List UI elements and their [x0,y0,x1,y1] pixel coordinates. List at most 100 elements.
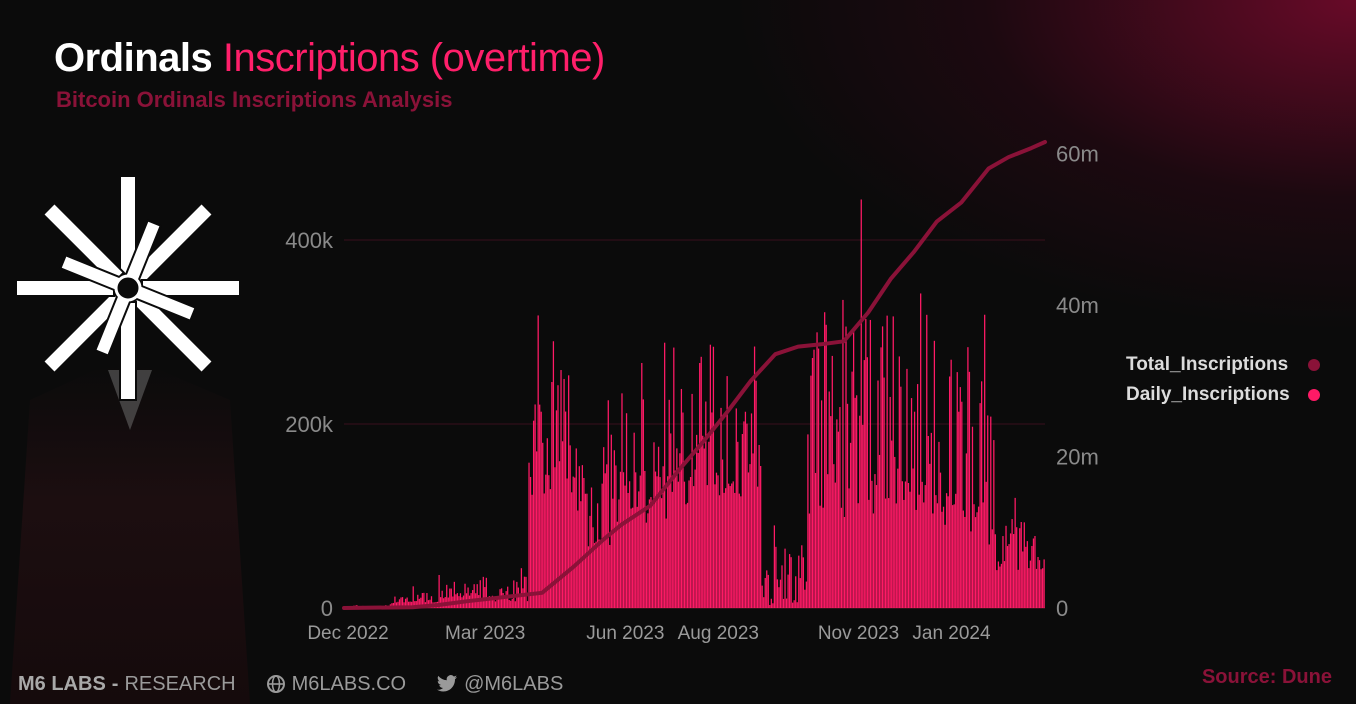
daily-bar [830,416,832,608]
daily-bar [1017,569,1019,608]
daily-bar [1003,561,1006,608]
daily-bar [563,378,565,608]
daily-bar [709,344,712,608]
daily-bar [863,360,865,608]
daily-bar [529,476,532,608]
daily-bar [750,413,753,608]
daily-bar [962,510,964,608]
daily-bar [723,492,725,608]
daily-bar [671,491,673,608]
daily-bar [532,420,535,608]
daily-bar [476,584,478,608]
daily-bar [493,598,495,608]
daily-bar [406,597,408,608]
daily-bar [400,597,402,608]
daily-bar [481,601,483,608]
daily-bar [848,488,850,608]
daily-bar [703,448,705,608]
daily-bar [865,319,867,608]
daily-bar [615,465,617,608]
daily-bar [740,496,742,608]
daily-bar [1014,497,1016,608]
daily-bar [600,542,602,608]
daily-bar [645,522,647,608]
daily-bar [487,599,489,608]
daily-bar [907,482,910,608]
daily-bar [898,356,900,608]
daily-bar [849,442,852,608]
daily-bar [624,485,626,608]
x-tick-label: Jun 2023 [586,623,664,644]
daily-bar [702,435,704,608]
daily-bar [412,586,414,608]
daily-bar [1016,527,1018,608]
daily-bar [397,601,399,608]
daily-bar [770,598,772,608]
daily-bar [955,493,957,608]
daily-bar [488,596,491,608]
daily-bar [918,494,920,608]
daily-bar [860,199,862,609]
daily-bar [708,441,710,608]
daily-bar [628,481,631,608]
daily-bar [763,597,765,608]
footer-twitter[interactable]: @M6LABS [436,672,563,696]
legend-item-daily: Daily_Inscriptions [1126,380,1320,410]
daily-bar [571,492,573,608]
daily-bar [593,543,596,608]
daily-bar [505,591,507,608]
daily-bar [787,574,789,608]
daily-bar [654,471,657,608]
daily-bar [805,581,808,608]
page-subtitle: Bitcoin Ordinals Inscriptions Analysis [56,87,453,112]
daily-bar [935,495,937,608]
daily-bar [785,598,788,608]
daily-bar [440,597,442,608]
footer-website[interactable]: M6LABS.CO [266,672,406,696]
daily-bar [906,368,908,608]
daily-bar [566,478,568,608]
daily-bar [592,527,594,608]
daily-bar [959,387,961,608]
daily-bar [888,498,890,608]
daily-bar [627,492,629,608]
daily-bar [990,416,992,608]
daily-bar [764,577,766,608]
daily-bar [510,600,512,608]
daily-bar [557,385,559,608]
daily-bar [811,358,814,608]
daily-bar [766,570,768,608]
daily-bar [598,539,600,608]
daily-bar [1031,545,1033,608]
daily-bar [411,601,413,608]
daily-bar [869,319,872,608]
daily-bar [840,507,843,608]
daily-bar [903,499,905,608]
daily-bar [731,483,733,608]
daily-bar [886,315,888,608]
daily-bar [554,467,556,608]
m6-labs-logo-figure [10,175,250,704]
daily-bar [728,483,730,608]
daily-bar [409,601,411,608]
daily-bar [415,601,417,608]
legend-label-total: Total_Inscriptions [1126,354,1289,375]
daily-bar [942,506,945,608]
daily-bar [924,485,926,608]
daily-bar [788,554,791,608]
y-left-tick-label: 200k [285,412,334,437]
daily-bar [993,440,995,608]
daily-bar [1009,533,1012,608]
daily-bar [580,501,582,608]
daily-bar [401,597,404,608]
daily-bar [653,442,655,608]
legend-label-daily: Daily_Inscriptions [1126,384,1290,405]
daily-bar [467,587,469,608]
daily-bar [909,491,911,608]
footer-brand: M6 LABS [18,673,106,695]
daily-bar [417,594,419,608]
daily-bar [697,452,699,608]
daily-bar [604,473,606,608]
daily-bar [537,315,539,608]
daily-bar [776,579,779,608]
